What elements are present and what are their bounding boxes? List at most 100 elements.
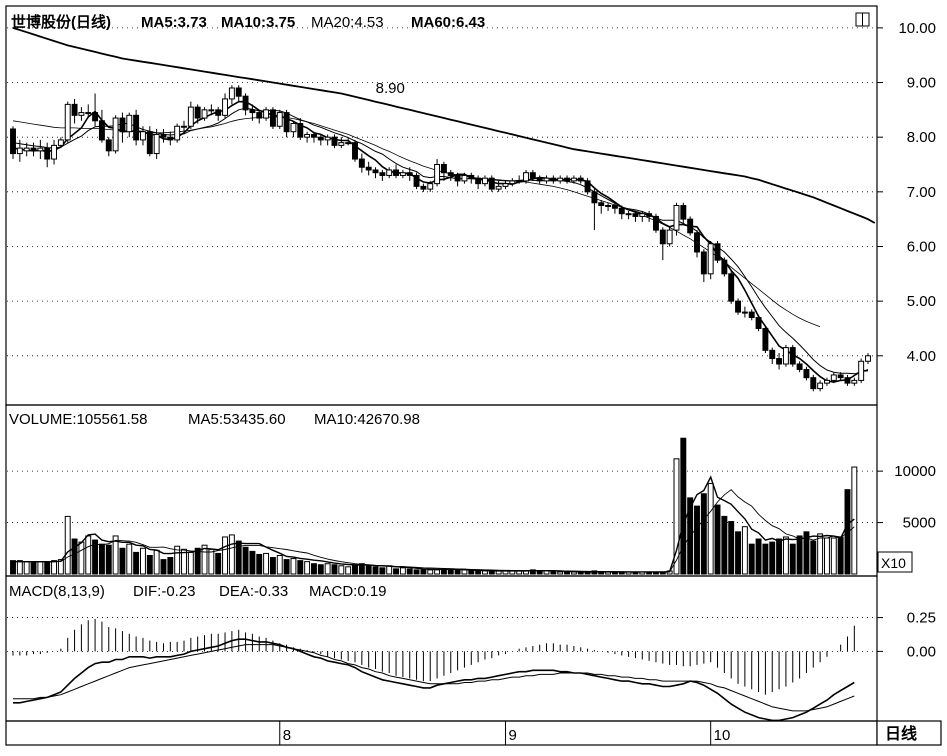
candle-body: [283, 112, 290, 133]
volume-bar: [372, 566, 379, 575]
candle-body: [153, 133, 160, 155]
candle-body: [817, 382, 824, 390]
candle-body: [434, 164, 441, 185]
candle-body: [269, 109, 276, 127]
candle-body: [605, 205, 612, 207]
candle-body: [201, 109, 208, 119]
candle-body: [844, 377, 851, 384]
price-candles: [10, 85, 871, 392]
volume-bar: [235, 540, 242, 575]
candle-body: [167, 136, 174, 141]
volume-bar: [803, 531, 810, 575]
candle-body: [509, 180, 516, 185]
candle-body: [310, 133, 317, 138]
volume-bar: [714, 504, 721, 575]
candle-body: [659, 229, 666, 245]
candle-body: [700, 251, 707, 275]
date-ticks: 8 9 10: [279, 721, 730, 745]
price-y-tick-label: 6.00: [907, 238, 936, 255]
volume-y-tick-label: 10000: [894, 463, 936, 480]
candle-body: [365, 166, 372, 171]
candle-body: [304, 133, 311, 138]
volume-bar: [242, 546, 249, 575]
volume-bar: [146, 554, 153, 575]
candle-body: [263, 109, 270, 119]
period-selector[interactable]: 日线: [876, 720, 942, 746]
volume-bar: [550, 571, 557, 575]
candle-body: [570, 177, 577, 182]
volume-bar: [297, 560, 304, 575]
macd-value-label: MACD:0.19: [309, 583, 387, 600]
candle-body: [796, 363, 803, 370]
date-tick-label: 8: [283, 727, 291, 744]
volume-bar: [174, 545, 181, 575]
volume-bar: [399, 567, 406, 575]
candle-body: [208, 109, 215, 112]
candle-body: [78, 112, 85, 116]
volume-bar: [700, 493, 707, 575]
maximize-icon[interactable]: [855, 12, 870, 27]
candle-body: [475, 177, 482, 185]
date-tick-label: 9: [508, 727, 516, 744]
candle-body: [228, 87, 235, 100]
volume-bars: [10, 437, 858, 575]
candle-body: [523, 172, 529, 182]
volume-bar: [475, 570, 482, 575]
volume-bar: [263, 552, 270, 575]
candle-body: [37, 147, 44, 152]
dif-line: [13, 638, 855, 722]
candle-body: [331, 136, 338, 146]
volume-bar: [379, 567, 386, 575]
volume-bar: [352, 564, 358, 575]
volume-bar: [782, 536, 789, 575]
candle-body: [30, 147, 37, 152]
candle-body: [461, 174, 468, 182]
candle-body: [427, 183, 434, 190]
volume-ma5-line: [13, 475, 855, 573]
candle-body: [10, 128, 16, 155]
volume-bar: [283, 559, 290, 575]
candle-body: [23, 147, 30, 152]
candle-body: [235, 87, 242, 97]
volume-ma10-label: MA10:42670.98: [314, 411, 420, 428]
price-y-axis: 10.00 9.00 8.00 7.00 6.00 5.00 4.00: [877, 20, 936, 365]
candle-body: [721, 259, 728, 275]
candle-body: [105, 139, 112, 152]
volume-bar: [564, 571, 571, 575]
candle-body: [51, 144, 58, 160]
candle-body: [358, 158, 365, 168]
volume-bar: [776, 538, 783, 575]
candle-body: [673, 205, 680, 231]
candle-body: [516, 180, 523, 183]
volume-bar: [10, 560, 16, 575]
volume-bar: [119, 547, 126, 575]
volume-bar: [256, 553, 263, 575]
ma60-label: MA60:6.43: [411, 14, 485, 31]
volume-bar: [30, 562, 37, 575]
candle-body: [222, 98, 229, 116]
macd-y-tick-label: 0.25: [907, 610, 936, 627]
volume-bar: [481, 570, 488, 575]
volume-bar: [817, 533, 824, 575]
volume-bar: [358, 563, 365, 575]
macd-lines: [13, 638, 855, 722]
macd-panel: 0.25 0.00 MACD(8,13,9) DIF:-0.23 DEA:-0.3…: [5, 575, 936, 722]
candle-body: [557, 177, 564, 182]
volume-bar: [680, 437, 687, 575]
volume-bar: [331, 564, 338, 575]
volume-bar: [249, 550, 256, 575]
candle-body: [687, 218, 694, 234]
volume-bar: [276, 554, 283, 575]
candle-body: [249, 109, 256, 114]
volume-bar: [529, 569, 536, 575]
price-y-tick-label: 5.00: [907, 293, 936, 310]
volume-bar: [434, 569, 441, 575]
volume-bar: [454, 569, 461, 575]
volume-bar: [98, 543, 105, 575]
candle-body: [680, 205, 687, 220]
price-panel: 8.903.35 10.00 9.00 8.00 7.00 6.00 5.00 4.00 世…: [5, 5, 936, 406]
dif-label: DIF:-0.23: [133, 583, 196, 600]
volume-bar: [187, 551, 194, 575]
candle-body: [276, 112, 283, 127]
